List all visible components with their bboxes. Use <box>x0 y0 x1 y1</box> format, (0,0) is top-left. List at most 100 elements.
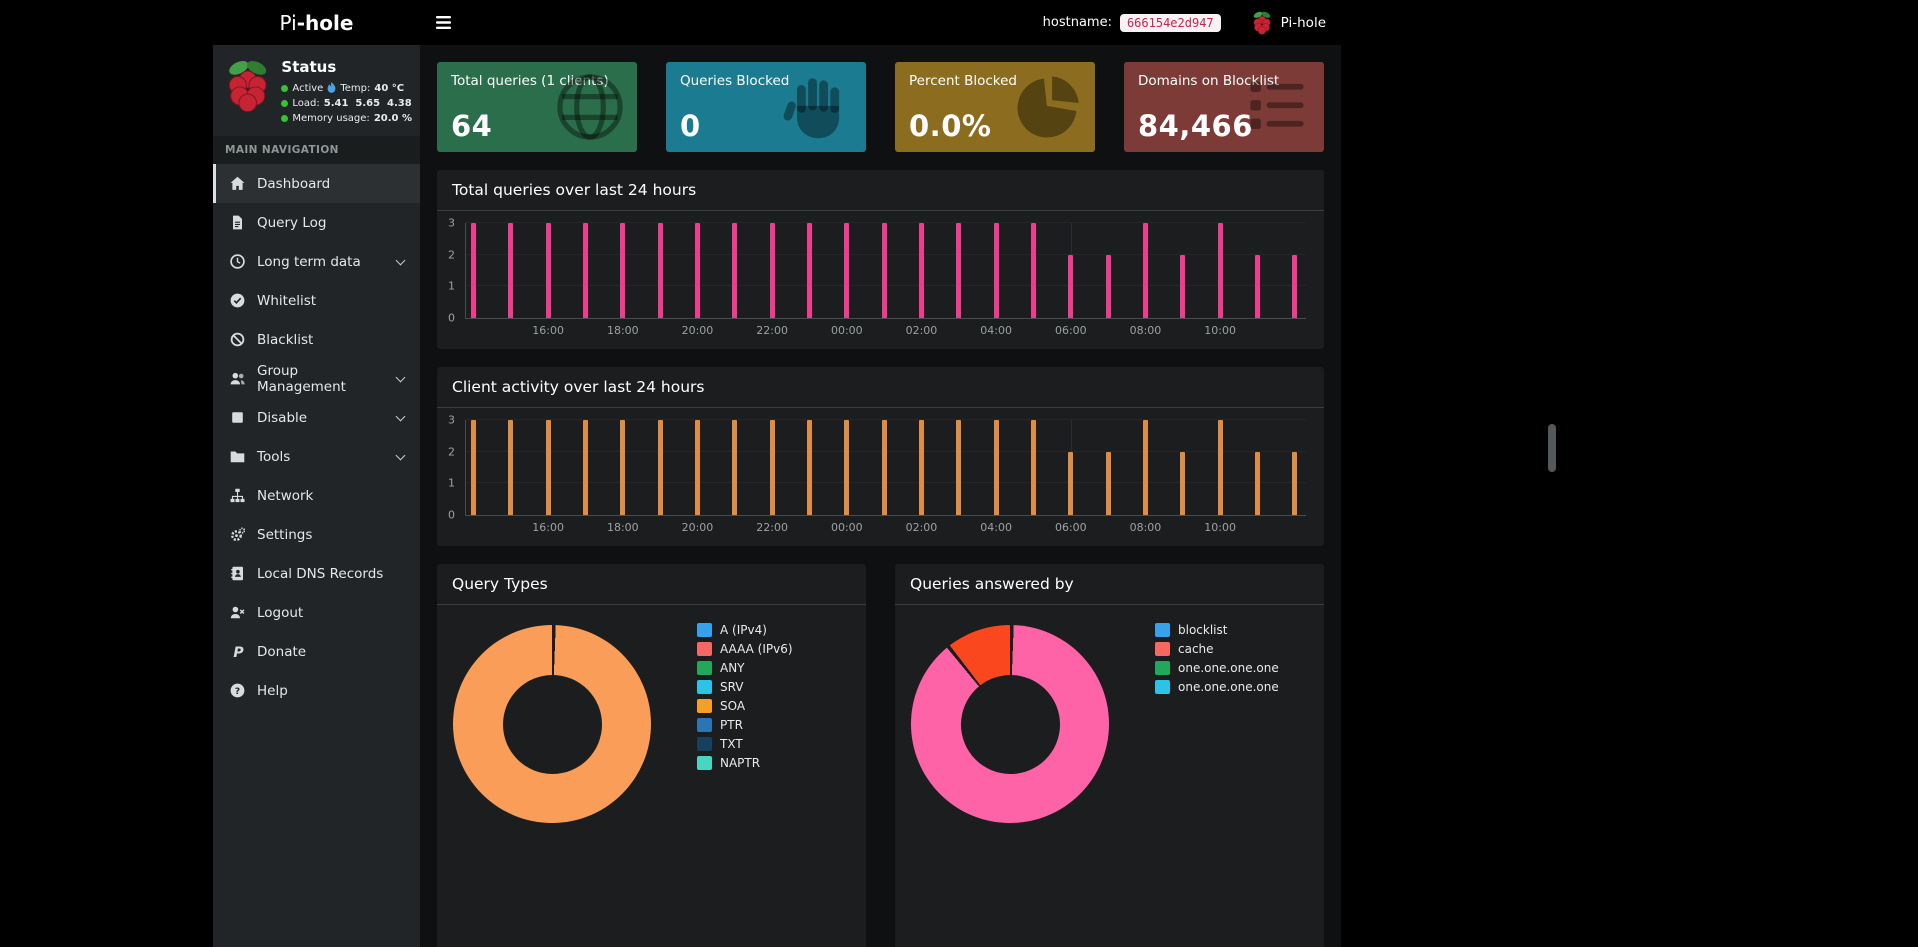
legend-swatch <box>697 699 712 713</box>
question-circle-icon: ? <box>229 683 246 698</box>
chart-bar <box>1068 451 1074 515</box>
legend-item-ptr[interactable]: PTR <box>697 718 793 732</box>
chart-bar <box>1105 254 1111 318</box>
chart-bar <box>1142 223 1148 318</box>
svg-text:?: ? <box>235 687 240 697</box>
legend-label: SRV <box>720 680 744 694</box>
sidebar-item-group-management[interactable]: Group Management <box>213 359 420 398</box>
x-axis-label: 20:00 <box>681 521 714 534</box>
legend-label: ANY <box>720 661 745 675</box>
chart-bar <box>956 420 962 515</box>
chart-bar <box>1105 451 1111 515</box>
legend-label: blocklist <box>1178 623 1228 637</box>
sidebar-item-settings[interactable]: Settings <box>213 515 420 554</box>
x-axis-label: 18:00 <box>606 324 639 337</box>
sidebar-toggle-button[interactable] <box>420 0 466 45</box>
chart-bar <box>918 223 924 318</box>
chart-bar <box>993 420 999 515</box>
sidebar-item-local-dns-records[interactable]: Local DNS Records <box>213 554 420 593</box>
query-types-legend: A (IPv4) AAAA (IPv6) ANY SRV SOA PTR TXT… <box>697 623 793 823</box>
chart-bar <box>806 420 812 515</box>
sidebar-item-query-log[interactable]: Query Log <box>213 203 420 242</box>
chart-bar <box>1292 451 1298 515</box>
query-types-panel-title: Query Types <box>437 564 866 605</box>
legend-item-srv[interactable]: SRV <box>697 680 793 694</box>
legend-item-cache[interactable]: cache <box>1155 642 1279 656</box>
sidebar-section-header: MAIN NAVIGATION <box>213 136 420 164</box>
client-activity-chart[interactable]: 0 1 2 3 16:00 18:00 20:00 22:00 00:00 02:00 04:00… <box>437 408 1324 546</box>
sidebar-item-disable[interactable]: Disable <box>213 398 420 437</box>
sidebar-item-long-term-data[interactable]: Long term data <box>213 242 420 281</box>
client-activity-panel-title: Client activity over last 24 hours <box>437 367 1324 408</box>
hand-icon <box>783 78 840 139</box>
sidebar-item-tools[interactable]: Tools <box>213 437 420 476</box>
sidebar-item-label: Tools <box>257 448 291 465</box>
x-axis-label: 08:00 <box>1129 521 1162 534</box>
query-types-donut-chart[interactable] <box>453 625 651 823</box>
sidebar-item-logout[interactable]: Logout <box>213 593 420 632</box>
legend-item-a-ipv4[interactable]: A (IPv4) <box>697 623 793 637</box>
scrollbar-thumb[interactable] <box>1548 424 1556 472</box>
total-queries-panel-title: Total queries over last 24 hours <box>437 170 1324 211</box>
raspberry-logo <box>228 60 267 113</box>
legend-item-aaaa-ipv6[interactable]: AAAA (IPv6) <box>697 642 793 656</box>
sidebar-item-network[interactable]: Network <box>213 476 420 515</box>
legend-swatch <box>1155 642 1170 656</box>
legend-item-soa[interactable]: SOA <box>697 699 793 713</box>
status-row-memory: Memory usage: 20.0 % <box>281 111 412 126</box>
queries-answered-by-chart-body: blocklist cache one.one.one.one one.one.… <box>895 605 1324 835</box>
status-memory-label: Memory usage: <box>292 113 370 124</box>
legend-swatch <box>697 661 712 675</box>
queries-answered-by-donut-chart[interactable] <box>911 625 1109 823</box>
hamburger-icon <box>435 16 451 29</box>
status-title: Status <box>281 58 337 76</box>
hostname-label: hostname: <box>1042 15 1112 30</box>
status-row-active: Active Temp: 40 °C <box>281 81 412 96</box>
chart-bar <box>620 223 626 318</box>
status-temp-value: 40 °C <box>374 83 405 94</box>
sidebar-item-donate[interactable]: P Donate <box>213 632 420 671</box>
chevron-down-icon <box>395 372 406 382</box>
chart-bar <box>732 420 738 515</box>
sidebar-item-label: Donate <box>257 643 307 660</box>
chevron-down-icon <box>395 411 406 421</box>
stat-card-value: 84,466 <box>1138 109 1253 143</box>
legend-item-upstream-1[interactable]: one.one.one.one <box>1155 661 1279 675</box>
legend-item-naptr[interactable]: NAPTR <box>697 756 793 770</box>
users-icon <box>229 371 246 386</box>
total-queries-chart[interactable]: 0 1 2 3 16:00 18:00 20:00 22:00 00:00 02:00 04:00… <box>437 211 1324 349</box>
x-axis-label: 10:00 <box>1204 324 1236 337</box>
sidebar-item-help[interactable]: ? Help <box>213 671 420 710</box>
folder-icon <box>229 449 246 464</box>
stat-card-label: Percent Blocked <box>909 73 1017 89</box>
chart-bar <box>470 223 476 318</box>
x-axis-label: 04:00 <box>980 521 1012 534</box>
legend-swatch <box>697 756 712 770</box>
legend-item-blocklist[interactable]: blocklist <box>1155 623 1279 637</box>
pie-chart-icon <box>1017 76 1079 138</box>
file-icon <box>229 215 246 230</box>
stat-card-value: 0 <box>680 109 701 143</box>
chart-bar <box>1030 420 1036 515</box>
status-active-label: Active <box>292 83 324 94</box>
brand-logo[interactable]: Pi-hole <box>213 11 420 35</box>
status-ok-dot <box>281 115 289 122</box>
product-name: Pi-hole <box>1280 14 1326 31</box>
chart-bar <box>993 223 999 318</box>
status-load-label: Load: <box>292 98 320 109</box>
chart-bar <box>1068 254 1074 318</box>
legend-item-txt[interactable]: TXT <box>697 737 793 751</box>
legend-item-any[interactable]: ANY <box>697 661 793 675</box>
sidebar-item-whitelist[interactable]: Whitelist <box>213 281 420 320</box>
legend-item-upstream-2[interactable]: one.one.one.one <box>1155 680 1279 694</box>
x-axis-label: 20:00 <box>681 324 714 337</box>
paypal-icon: P <box>229 644 246 659</box>
sidebar-item-dashboard[interactable]: Dashboard <box>213 164 420 203</box>
stat-card-label: Total queries (1 clients) <box>451 73 609 89</box>
status-ok-dot <box>281 100 289 107</box>
chart-bar <box>657 223 663 318</box>
sidebar-item-label: Help <box>257 682 288 699</box>
stat-card-total-queries: Total queries (1 clients) 64 <box>437 62 637 152</box>
globe-icon <box>557 74 623 140</box>
sidebar-item-blacklist[interactable]: Blacklist <box>213 320 420 359</box>
